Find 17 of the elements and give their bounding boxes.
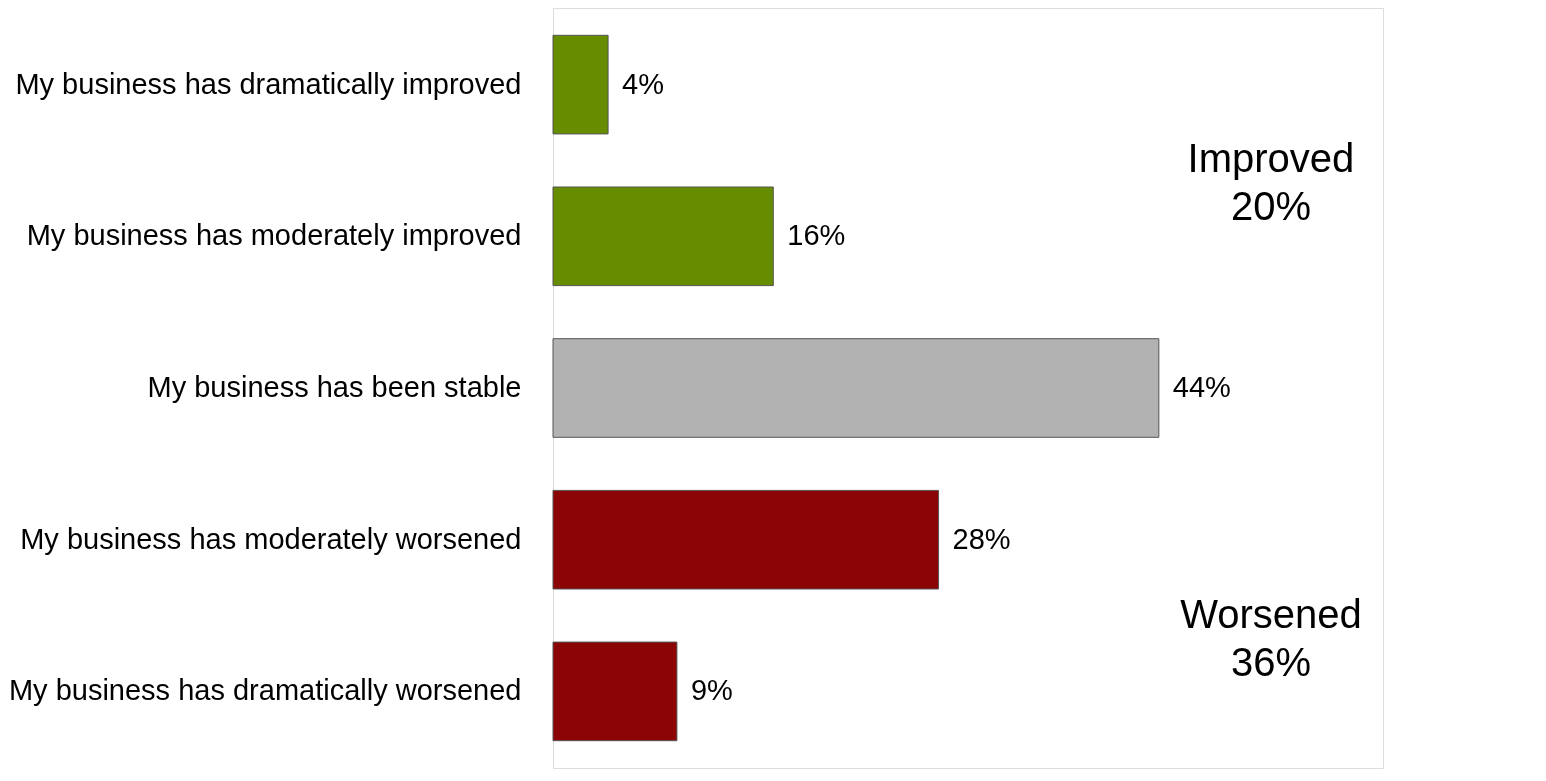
bar <box>552 489 940 590</box>
data-label: 4% <box>622 67 664 100</box>
data-label: 44% <box>1172 371 1231 403</box>
text: Worsened 36% <box>1180 592 1362 684</box>
bar <box>552 641 678 742</box>
y-tick-label: My business has been stable <box>147 371 522 403</box>
y-tick-label: My business has moderately worsened <box>20 522 522 555</box>
bar <box>552 338 1160 438</box>
data-label: 16% <box>787 219 846 252</box>
bar <box>552 186 774 287</box>
y-tick-label: My business has dramatically improved <box>15 67 522 100</box>
bar <box>552 34 609 135</box>
y-tick-label: My business has moderately improved <box>26 219 522 252</box>
data-label: 28% <box>952 522 1011 555</box>
y-tick-label: My business has dramatically worsened <box>8 674 522 707</box>
text: Improved 20% <box>1187 136 1355 228</box>
data-label: 9% <box>690 674 733 707</box>
